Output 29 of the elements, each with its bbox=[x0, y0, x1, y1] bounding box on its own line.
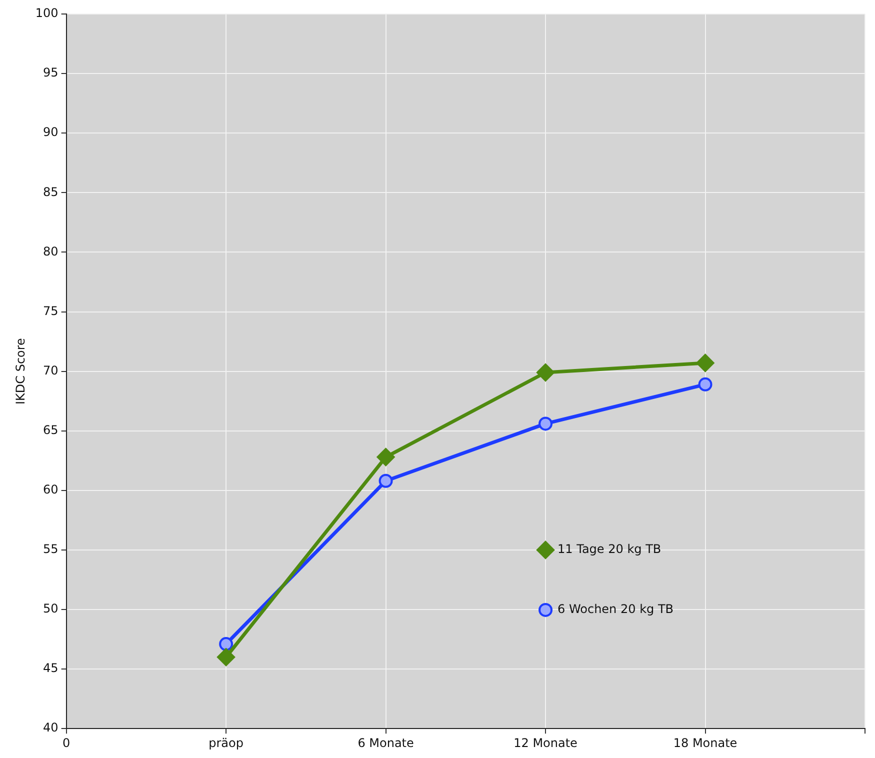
y-tick-label: 70 bbox=[43, 363, 58, 378]
y-tick-label: 65 bbox=[43, 422, 58, 437]
point bbox=[696, 354, 714, 372]
y-tick-label: 90 bbox=[43, 125, 58, 140]
y-tick-label: 40 bbox=[43, 720, 58, 735]
y-tick-label: 60 bbox=[43, 482, 58, 497]
y-tick-label: 45 bbox=[43, 661, 58, 676]
y-tick-label: 100 bbox=[35, 6, 58, 20]
y-tick-label: 50 bbox=[43, 602, 58, 616]
x-tick-label: 12 Monate bbox=[514, 736, 578, 750]
point bbox=[698, 377, 712, 392]
x-tick-label: 18 Monate bbox=[673, 736, 738, 750]
point bbox=[376, 448, 395, 466]
point bbox=[538, 416, 553, 431]
y-tick-label: 95 bbox=[43, 66, 58, 80]
x-tick-label: 6 Monate bbox=[358, 736, 414, 750]
y-tick-label: 75 bbox=[43, 304, 58, 318]
legend-label: 6 Wochen 20 kg TB bbox=[558, 602, 674, 616]
point bbox=[536, 363, 555, 382]
point bbox=[217, 648, 236, 666]
y-tick-label: 80 bbox=[43, 244, 58, 258]
point bbox=[219, 637, 234, 652]
y-axis-title: IKDC Score bbox=[13, 338, 28, 405]
x-tick-label: präop bbox=[208, 736, 244, 750]
y-tick-label: 85 bbox=[43, 184, 58, 199]
legend-label: 11 Tage 20 kg TB bbox=[558, 542, 662, 556]
point bbox=[378, 474, 393, 488]
x-tick-label: 0 bbox=[62, 736, 70, 750]
y-tick-label: 55 bbox=[43, 542, 58, 556]
